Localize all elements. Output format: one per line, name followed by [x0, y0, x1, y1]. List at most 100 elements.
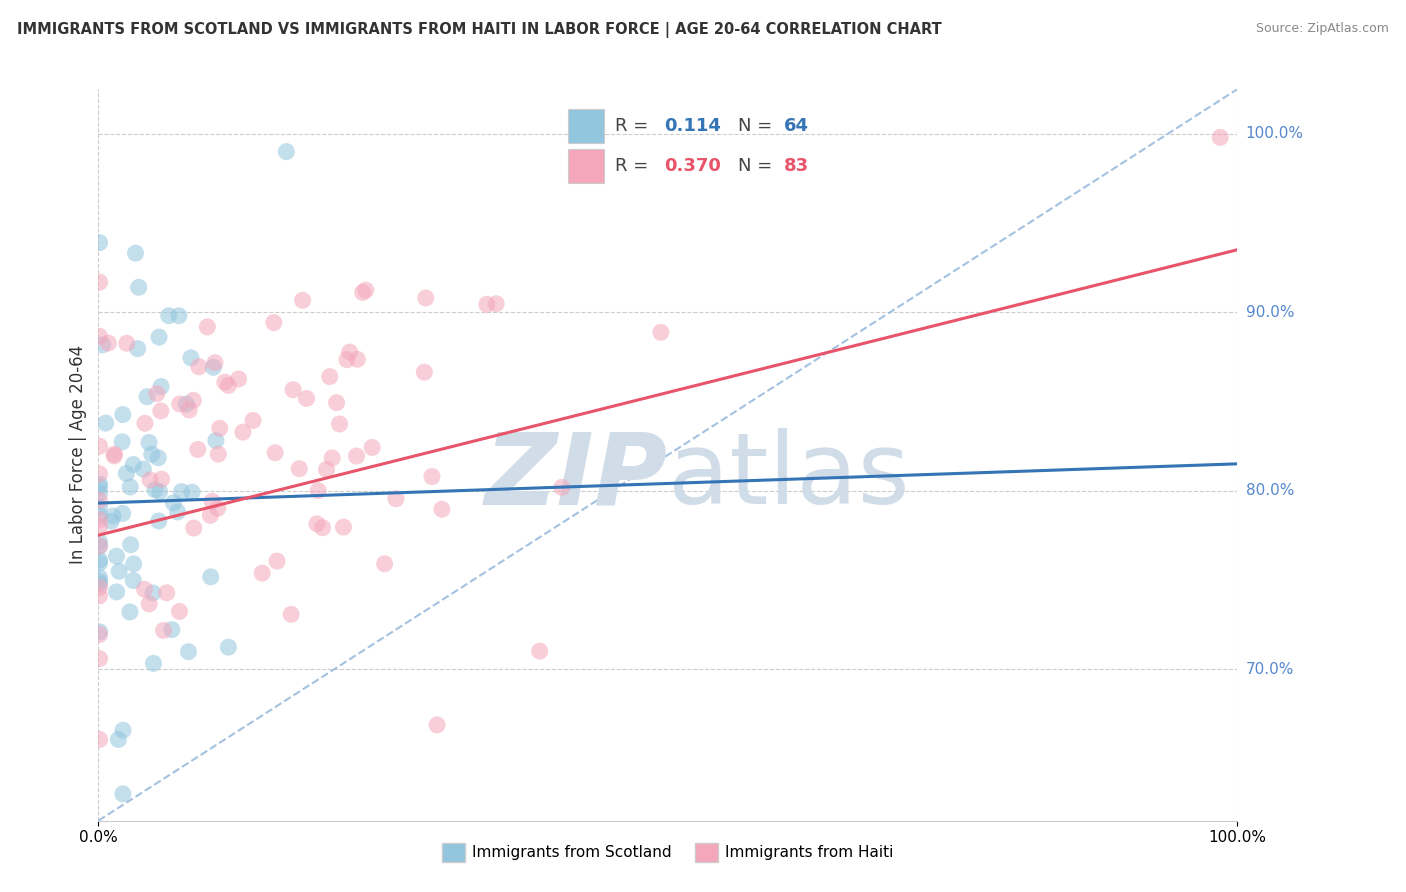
Point [217, 378, 239, 392]
Point [111, 507, 134, 521]
Point [120, 538, 142, 552]
Point [263, 316, 285, 330]
Point [128, 280, 150, 294]
Point [156, 586, 179, 600]
Point [315, 462, 337, 476]
Point [89, 493, 111, 508]
Point [352, 285, 374, 300]
Point [217, 640, 239, 655]
Point [179, 403, 201, 417]
Point [91, 338, 114, 352]
Point [97, 336, 120, 351]
Point [200, 570, 222, 584]
Point [107, 732, 129, 747]
Point [89, 467, 111, 481]
Point [346, 352, 368, 367]
Point [111, 723, 134, 738]
Point [138, 597, 160, 611]
Point [89, 556, 111, 570]
Point [136, 390, 159, 404]
Point [415, 291, 437, 305]
Point [264, 446, 287, 460]
Point [339, 345, 361, 359]
Point [167, 309, 190, 323]
Point [111, 787, 134, 801]
Point [319, 369, 342, 384]
Point [420, 469, 443, 483]
Point [250, 566, 273, 580]
Point [201, 494, 224, 508]
Point [142, 586, 165, 600]
Text: 70.0%: 70.0% [1246, 662, 1294, 676]
Point [89, 732, 111, 747]
Point [143, 483, 166, 497]
Legend: Immigrants from Scotland, Immigrants from Haiti: Immigrants from Scotland, Immigrants fro… [436, 837, 900, 868]
Point [242, 413, 264, 427]
Point [89, 513, 111, 527]
Point [118, 605, 141, 619]
Point [276, 145, 298, 159]
Point [188, 359, 211, 374]
Point [176, 397, 198, 411]
Point [89, 570, 111, 584]
Point [103, 447, 125, 461]
Point [475, 297, 498, 311]
Point [141, 447, 163, 461]
Point [89, 480, 111, 494]
Point [115, 467, 138, 481]
Point [311, 521, 333, 535]
Point [187, 442, 209, 457]
Point [232, 425, 254, 439]
Point [111, 434, 134, 449]
Point [361, 441, 384, 455]
Point [169, 604, 191, 618]
Point [180, 351, 202, 365]
Point [650, 326, 672, 340]
Point [100, 514, 122, 528]
Point [120, 480, 142, 494]
Point [328, 417, 350, 431]
Point [1209, 130, 1232, 145]
Point [149, 404, 172, 418]
Point [134, 582, 156, 597]
Point [89, 574, 111, 589]
Point [291, 293, 314, 308]
Point [325, 395, 347, 409]
Point [202, 360, 225, 375]
Point [89, 589, 111, 603]
Text: 100.0%: 100.0% [1246, 127, 1303, 141]
Point [485, 297, 508, 311]
Point [195, 319, 218, 334]
Point [94, 416, 117, 430]
Point [105, 585, 128, 599]
Point [89, 624, 111, 639]
Point [413, 365, 436, 379]
Point [124, 246, 146, 260]
Point [204, 356, 226, 370]
Point [148, 514, 170, 528]
Point [183, 521, 205, 535]
Point [207, 447, 229, 461]
Y-axis label: In Labor Force | Age 20-64: In Labor Force | Age 20-64 [69, 345, 87, 565]
Point [529, 644, 551, 658]
Point [181, 485, 204, 500]
Point [115, 336, 138, 351]
Point [89, 651, 111, 665]
Point [89, 553, 111, 567]
Point [305, 516, 328, 531]
Point [150, 472, 173, 486]
Point [89, 477, 111, 491]
Point [101, 509, 124, 524]
Point [103, 449, 125, 463]
Point [160, 623, 183, 637]
Point [148, 330, 170, 344]
Point [266, 554, 288, 568]
Point [122, 557, 145, 571]
Point [207, 501, 229, 516]
Text: IMMIGRANTS FROM SCOTLAND VS IMMIGRANTS FROM HAITI IN LABOR FORCE | AGE 20-64 COR: IMMIGRANTS FROM SCOTLAND VS IMMIGRANTS F… [17, 22, 942, 38]
Point [89, 580, 111, 594]
Point [122, 458, 145, 472]
Point [149, 484, 172, 499]
Point [139, 473, 162, 487]
Text: 90.0%: 90.0% [1246, 305, 1294, 319]
